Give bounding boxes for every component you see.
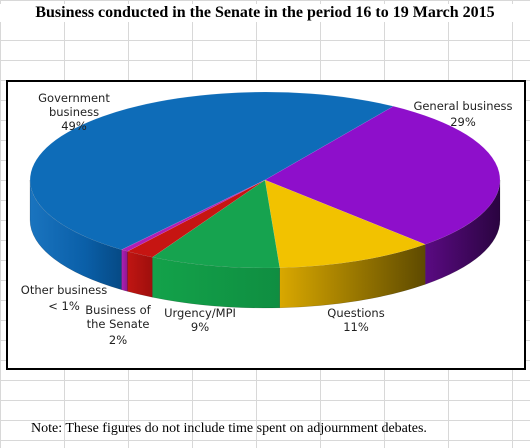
value-questions: 11% <box>343 320 369 334</box>
label-business-of-senate-line2: the Senate <box>87 317 150 331</box>
label-government-line1: Government <box>38 91 110 105</box>
value-other: < 1% <box>48 299 80 313</box>
slice-questions <box>264 179 426 269</box>
label-questions: Questions <box>327 306 384 320</box>
slice-business-of-senate <box>126 179 266 258</box>
value-urgency: 9% <box>191 320 209 334</box>
slice-side-business-of-senate <box>127 251 153 298</box>
page-title: Business conducted in the Senate in the … <box>0 4 530 22</box>
label-business-of-senate-line1: Business of <box>85 303 151 317</box>
slice-government <box>29 91 395 250</box>
label-other: Other business <box>21 283 107 297</box>
slice-urgency <box>151 179 281 269</box>
label-general: General business <box>413 99 512 113</box>
slice-side-other <box>121 249 128 292</box>
value-business-of-senate: 2% <box>109 333 127 347</box>
label-government-line2: business <box>49 105 99 119</box>
value-general: 29% <box>450 115 476 129</box>
slice-general <box>264 106 501 245</box>
value-government: 49% <box>61 119 87 133</box>
label-urgency: Urgency/MPI <box>164 306 236 320</box>
footnote: Note: These figures do not include time … <box>31 421 427 436</box>
slice-other <box>120 179 266 252</box>
